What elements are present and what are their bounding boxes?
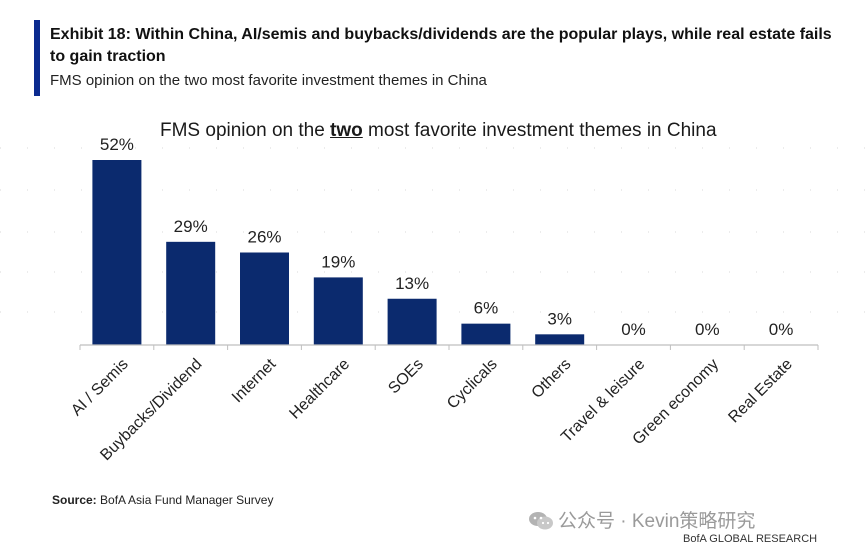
bar xyxy=(313,277,363,345)
tick-label: SOEs xyxy=(385,356,427,398)
data-label: 29% xyxy=(174,217,208,236)
wechat-icon xyxy=(529,512,553,530)
bar xyxy=(166,241,216,345)
data-label: 3% xyxy=(547,309,572,328)
tick-label: Real Estate xyxy=(725,356,796,427)
tick-label: Internet xyxy=(229,355,280,406)
data-label: 52% xyxy=(100,135,134,154)
tick-label: Healthcare xyxy=(286,356,353,423)
tick-label: AI / Semis xyxy=(68,356,132,420)
chart-title-after: most favorite investment themes in China xyxy=(362,120,717,141)
chart-title-before: FMS opinion on the xyxy=(160,120,331,141)
bar xyxy=(240,252,289,345)
bar xyxy=(92,160,142,345)
data-label: 19% xyxy=(321,252,355,271)
exhibit-subtitle: FMS opinion on the two most favorite inv… xyxy=(50,72,487,89)
watermark-text: 公众号 · Kevin策略研究 xyxy=(558,511,756,532)
bar-chart: 52%AI / Semis29%Buybacks/Dividend26%Inte… xyxy=(0,135,865,464)
data-label: 0% xyxy=(769,320,794,339)
bar xyxy=(461,323,511,345)
source-label: Source: xyxy=(52,493,97,507)
source-note: Source: BofA Asia Fund Manager Survey xyxy=(52,493,273,507)
source-text: BofA Asia Fund Manager Survey xyxy=(96,493,274,507)
chart-title-emphasis: two xyxy=(330,120,363,141)
data-label: 0% xyxy=(621,320,646,339)
tick-label: Cyclicals xyxy=(444,356,501,413)
data-label: 0% xyxy=(695,320,720,339)
watermark: 公众号 · Kevin策略研究 xyxy=(528,506,755,533)
bar xyxy=(387,298,437,345)
footer-brand: BofA GLOBAL RESEARCH xyxy=(683,533,818,545)
chart-title: FMS opinion on the two most favorite inv… xyxy=(160,120,717,142)
data-label: 13% xyxy=(395,274,429,293)
exhibit-accent-bar xyxy=(34,20,40,96)
data-label: 6% xyxy=(474,299,499,318)
bar xyxy=(535,334,585,345)
data-label: 26% xyxy=(247,228,281,247)
tick-label: Others xyxy=(529,356,575,402)
exhibit-title: Exhibit 18: Within China, AI/semis and b… xyxy=(50,26,832,65)
